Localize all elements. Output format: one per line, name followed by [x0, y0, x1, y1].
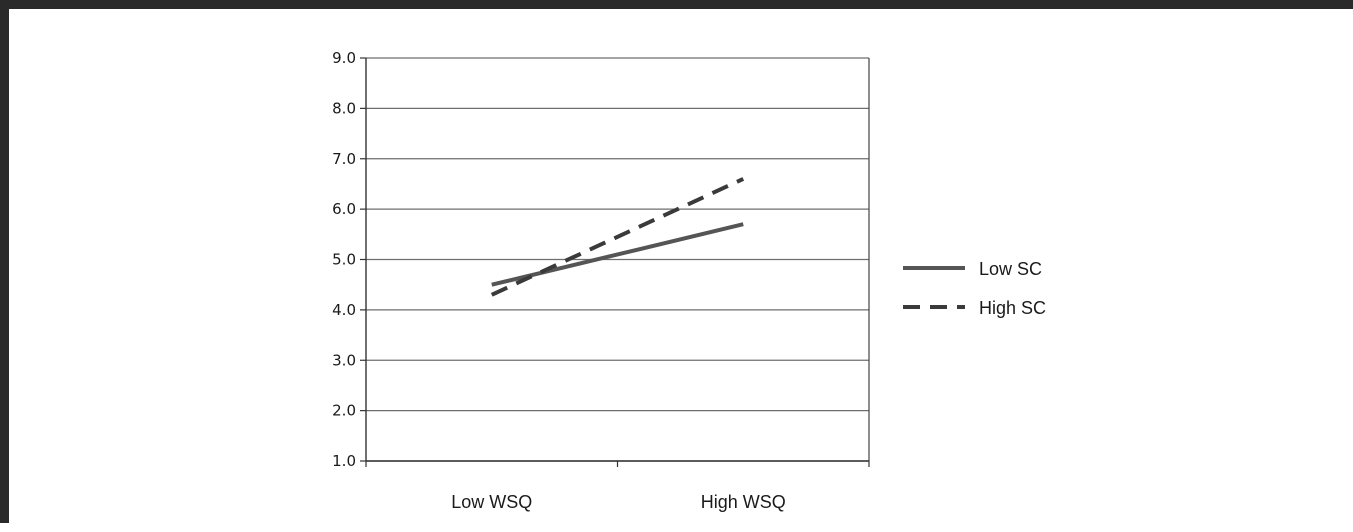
y-tick-label: 2.0	[332, 402, 356, 420]
series-line-high-sc	[490, 177, 745, 297]
legend: Low SC High SC	[903, 259, 1046, 318]
legend-label: Low SC	[979, 259, 1042, 279]
y-tick-label: 9.0	[332, 49, 356, 67]
y-tick-label: 1.0	[332, 452, 356, 470]
legend-label: High SC	[979, 298, 1046, 318]
y-tick-label: 3.0	[332, 351, 356, 369]
y-tick-label: 8.0	[332, 99, 356, 117]
x-tick-label: High WSQ	[701, 492, 786, 512]
y-tick-label: 6.0	[332, 200, 356, 218]
x-tick-labels: Low WSQ High WSQ	[451, 492, 786, 512]
line-chart: 1.0 2.0 3.0 4.0 5.0 6.0 7.0 8.0 9.0 Low WSQ High …	[332, 49, 1046, 512]
x-tick-label: Low WSQ	[451, 492, 532, 512]
series-line-low-sc	[491, 222, 744, 287]
y-tick-label: 4.0	[332, 301, 356, 319]
axes	[360, 57, 870, 467]
y-tick-label: 7.0	[332, 150, 356, 168]
y-tick-label: 5.0	[332, 251, 356, 269]
series-lines	[490, 177, 745, 297]
gridlines	[366, 57, 869, 462]
y-tick-labels: 1.0 2.0 3.0 4.0 5.0 6.0 7.0 8.0 9.0	[332, 49, 356, 470]
